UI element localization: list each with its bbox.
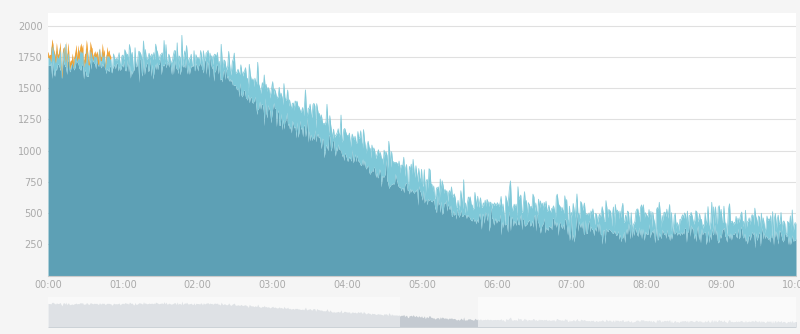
Bar	[48, 297, 400, 327]
Bar	[478, 297, 797, 327]
